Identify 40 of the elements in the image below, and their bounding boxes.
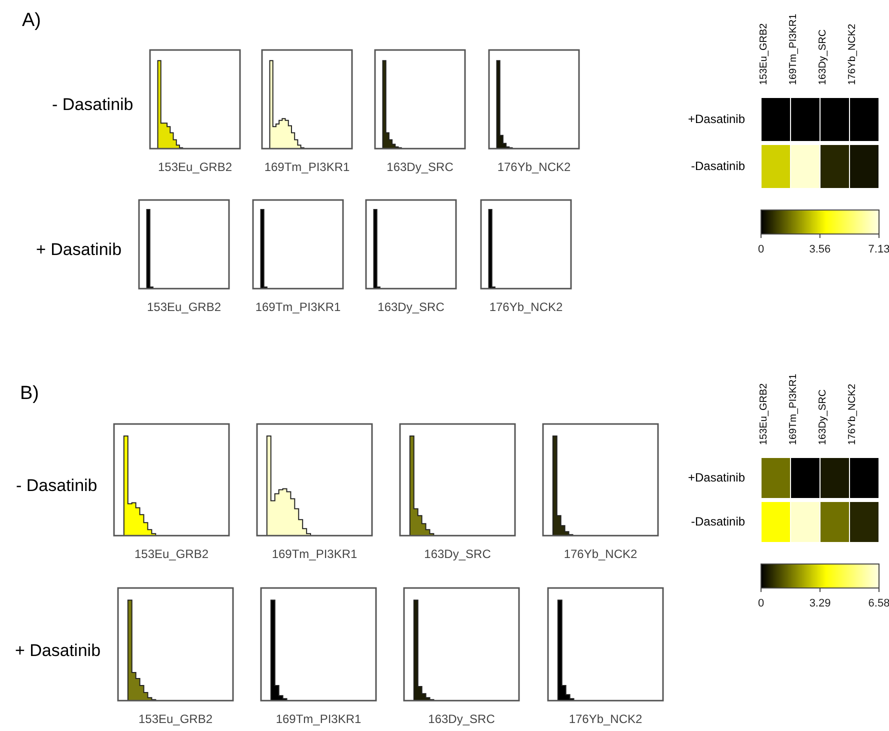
x-axis-title: 176Yb_NCK2: [568, 712, 643, 726]
x-tick-label: 169Tm_PI3KR1: [788, 373, 800, 445]
y-tick-label: +Dasatinib: [688, 470, 746, 484]
color-bar-label: 6.58: [868, 598, 889, 610]
x-axis-title: 153Eu_GRB2: [158, 160, 232, 174]
y-axis-title: + Dasatinib: [15, 640, 101, 661]
y-tick-label: -Dasatinib: [691, 158, 746, 173]
color-bar-label: 7.13: [868, 244, 889, 256]
x-axis-title: 153Eu_GRB2: [134, 547, 209, 562]
x-axis-title: 153Eu_GRB2: [146, 300, 222, 314]
y-tick-label: -Dasatinib: [691, 514, 746, 528]
x-tick-label: 176Yb_NCK2: [847, 23, 858, 85]
x-axis-title: 163Dy_SRC: [424, 547, 492, 562]
x-tick-label: 163Dy_SRC: [818, 29, 829, 85]
x-axis-title: 163Dy_SRC: [428, 712, 496, 726]
color-bar-label: 3.56: [809, 244, 831, 256]
x-axis-title: 176Yb_NCK2: [564, 547, 638, 562]
x-tick-label: 169Tm_PI3KR1: [788, 13, 800, 85]
x-axis-title: 176Yb_NCK2: [497, 160, 572, 174]
y-tick-label: +Dasatinib: [688, 112, 746, 126]
x-axis-title: 163Dy_SRC: [378, 300, 445, 314]
y-axis-title: - Dasatinib: [52, 95, 134, 115]
color-bar-label: 3.29: [809, 598, 831, 610]
x-tick-label: 153Eu_GRB2: [758, 22, 770, 85]
x-axis-title: 153Eu_GRB2: [138, 712, 213, 726]
chart-title: A): [22, 10, 41, 32]
x-axis-title: 169Tm_PI3KR1: [272, 547, 358, 562]
x-axis-title: 169Tm_PI3KR1: [255, 300, 342, 314]
x-tick-label: 163Dy_SRC: [818, 389, 829, 445]
x-axis-title: 176Yb_NCK2: [489, 300, 564, 314]
chart-title: B): [20, 383, 39, 405]
x-axis-title: 169Tm_PI3KR1: [264, 160, 350, 174]
color-bar-label: 0: [758, 244, 764, 256]
y-axis-title: - Dasatinib: [16, 476, 98, 496]
y-axis-title: + Dasatinib: [36, 240, 122, 260]
x-tick-label: 176Yb_NCK2: [847, 383, 858, 445]
x-axis-title: 169Tm_PI3KR1: [276, 712, 362, 726]
x-tick-label: 153Eu_GRB2: [758, 382, 770, 445]
x-axis-title: 163Dy_SRC: [386, 160, 454, 174]
color-bar-label: 0: [758, 598, 764, 610]
